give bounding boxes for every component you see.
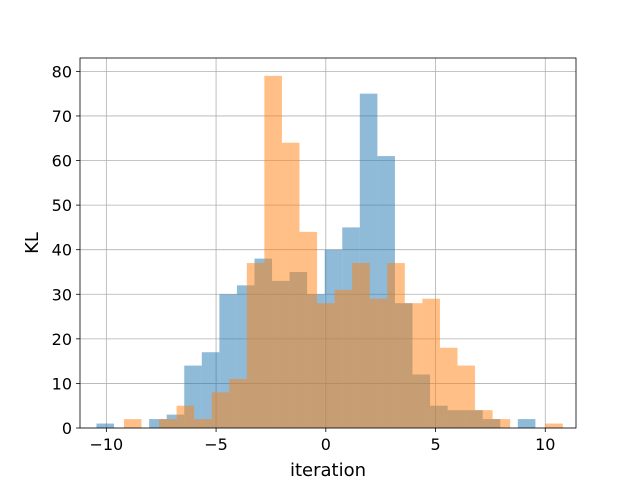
- y-tick-label: 0: [62, 419, 72, 438]
- bar-series-2: [317, 303, 335, 428]
- y-tick-label: 30: [52, 285, 72, 304]
- bar-series-2: [404, 303, 423, 428]
- bar-series-2: [264, 75, 282, 428]
- bar-series-2: [123, 419, 142, 428]
- bar-series-2: [492, 419, 511, 428]
- bar-series-1: [149, 419, 167, 428]
- bar-series-1: [517, 419, 536, 428]
- bar-series-2: [334, 289, 353, 428]
- y-tick-label: 70: [52, 107, 72, 126]
- bar-series-2: [281, 142, 300, 428]
- bar-series-2: [387, 263, 405, 428]
- bar-series-2: [299, 231, 318, 428]
- y-tick-label: 80: [52, 62, 72, 81]
- bar-series-1: [96, 423, 115, 428]
- bar-series-2: [439, 347, 458, 428]
- x-tick-label: 10: [535, 435, 555, 454]
- bar-series-2: [176, 405, 195, 428]
- bar-series-2: [194, 419, 212, 428]
- bar-series-2: [422, 298, 440, 428]
- bar-series-2: [352, 263, 370, 428]
- y-axis-label: KL: [22, 232, 43, 254]
- plot-frame: [79, 57, 577, 429]
- x-tick-label: −10: [89, 435, 123, 454]
- y-tick-label: 50: [52, 196, 72, 215]
- x-tick-label: 5: [430, 435, 440, 454]
- y-tick-label: 20: [52, 330, 72, 349]
- x-tick-label: −5: [204, 435, 228, 454]
- y-tick-label: 40: [52, 241, 72, 260]
- bar-series-2: [545, 423, 563, 428]
- bar-series-2: [229, 378, 247, 428]
- x-tick-label: 0: [321, 435, 331, 454]
- histogram-bars: [96, 75, 563, 428]
- bar-series-2: [246, 263, 265, 428]
- bar-series-2: [457, 365, 476, 428]
- bar-series-2: [211, 392, 230, 428]
- y-tick-label: 10: [52, 374, 72, 393]
- axis-ticks: −10 −5 0 5 10 0 10 20 30 40 50 60 70 80: [52, 62, 556, 454]
- bar-series-2: [475, 410, 493, 428]
- bar-series-2: [369, 298, 388, 428]
- bar-series-2: [159, 419, 177, 428]
- x-axis-label: iteration: [290, 460, 366, 480]
- y-tick-label: 60: [52, 152, 72, 171]
